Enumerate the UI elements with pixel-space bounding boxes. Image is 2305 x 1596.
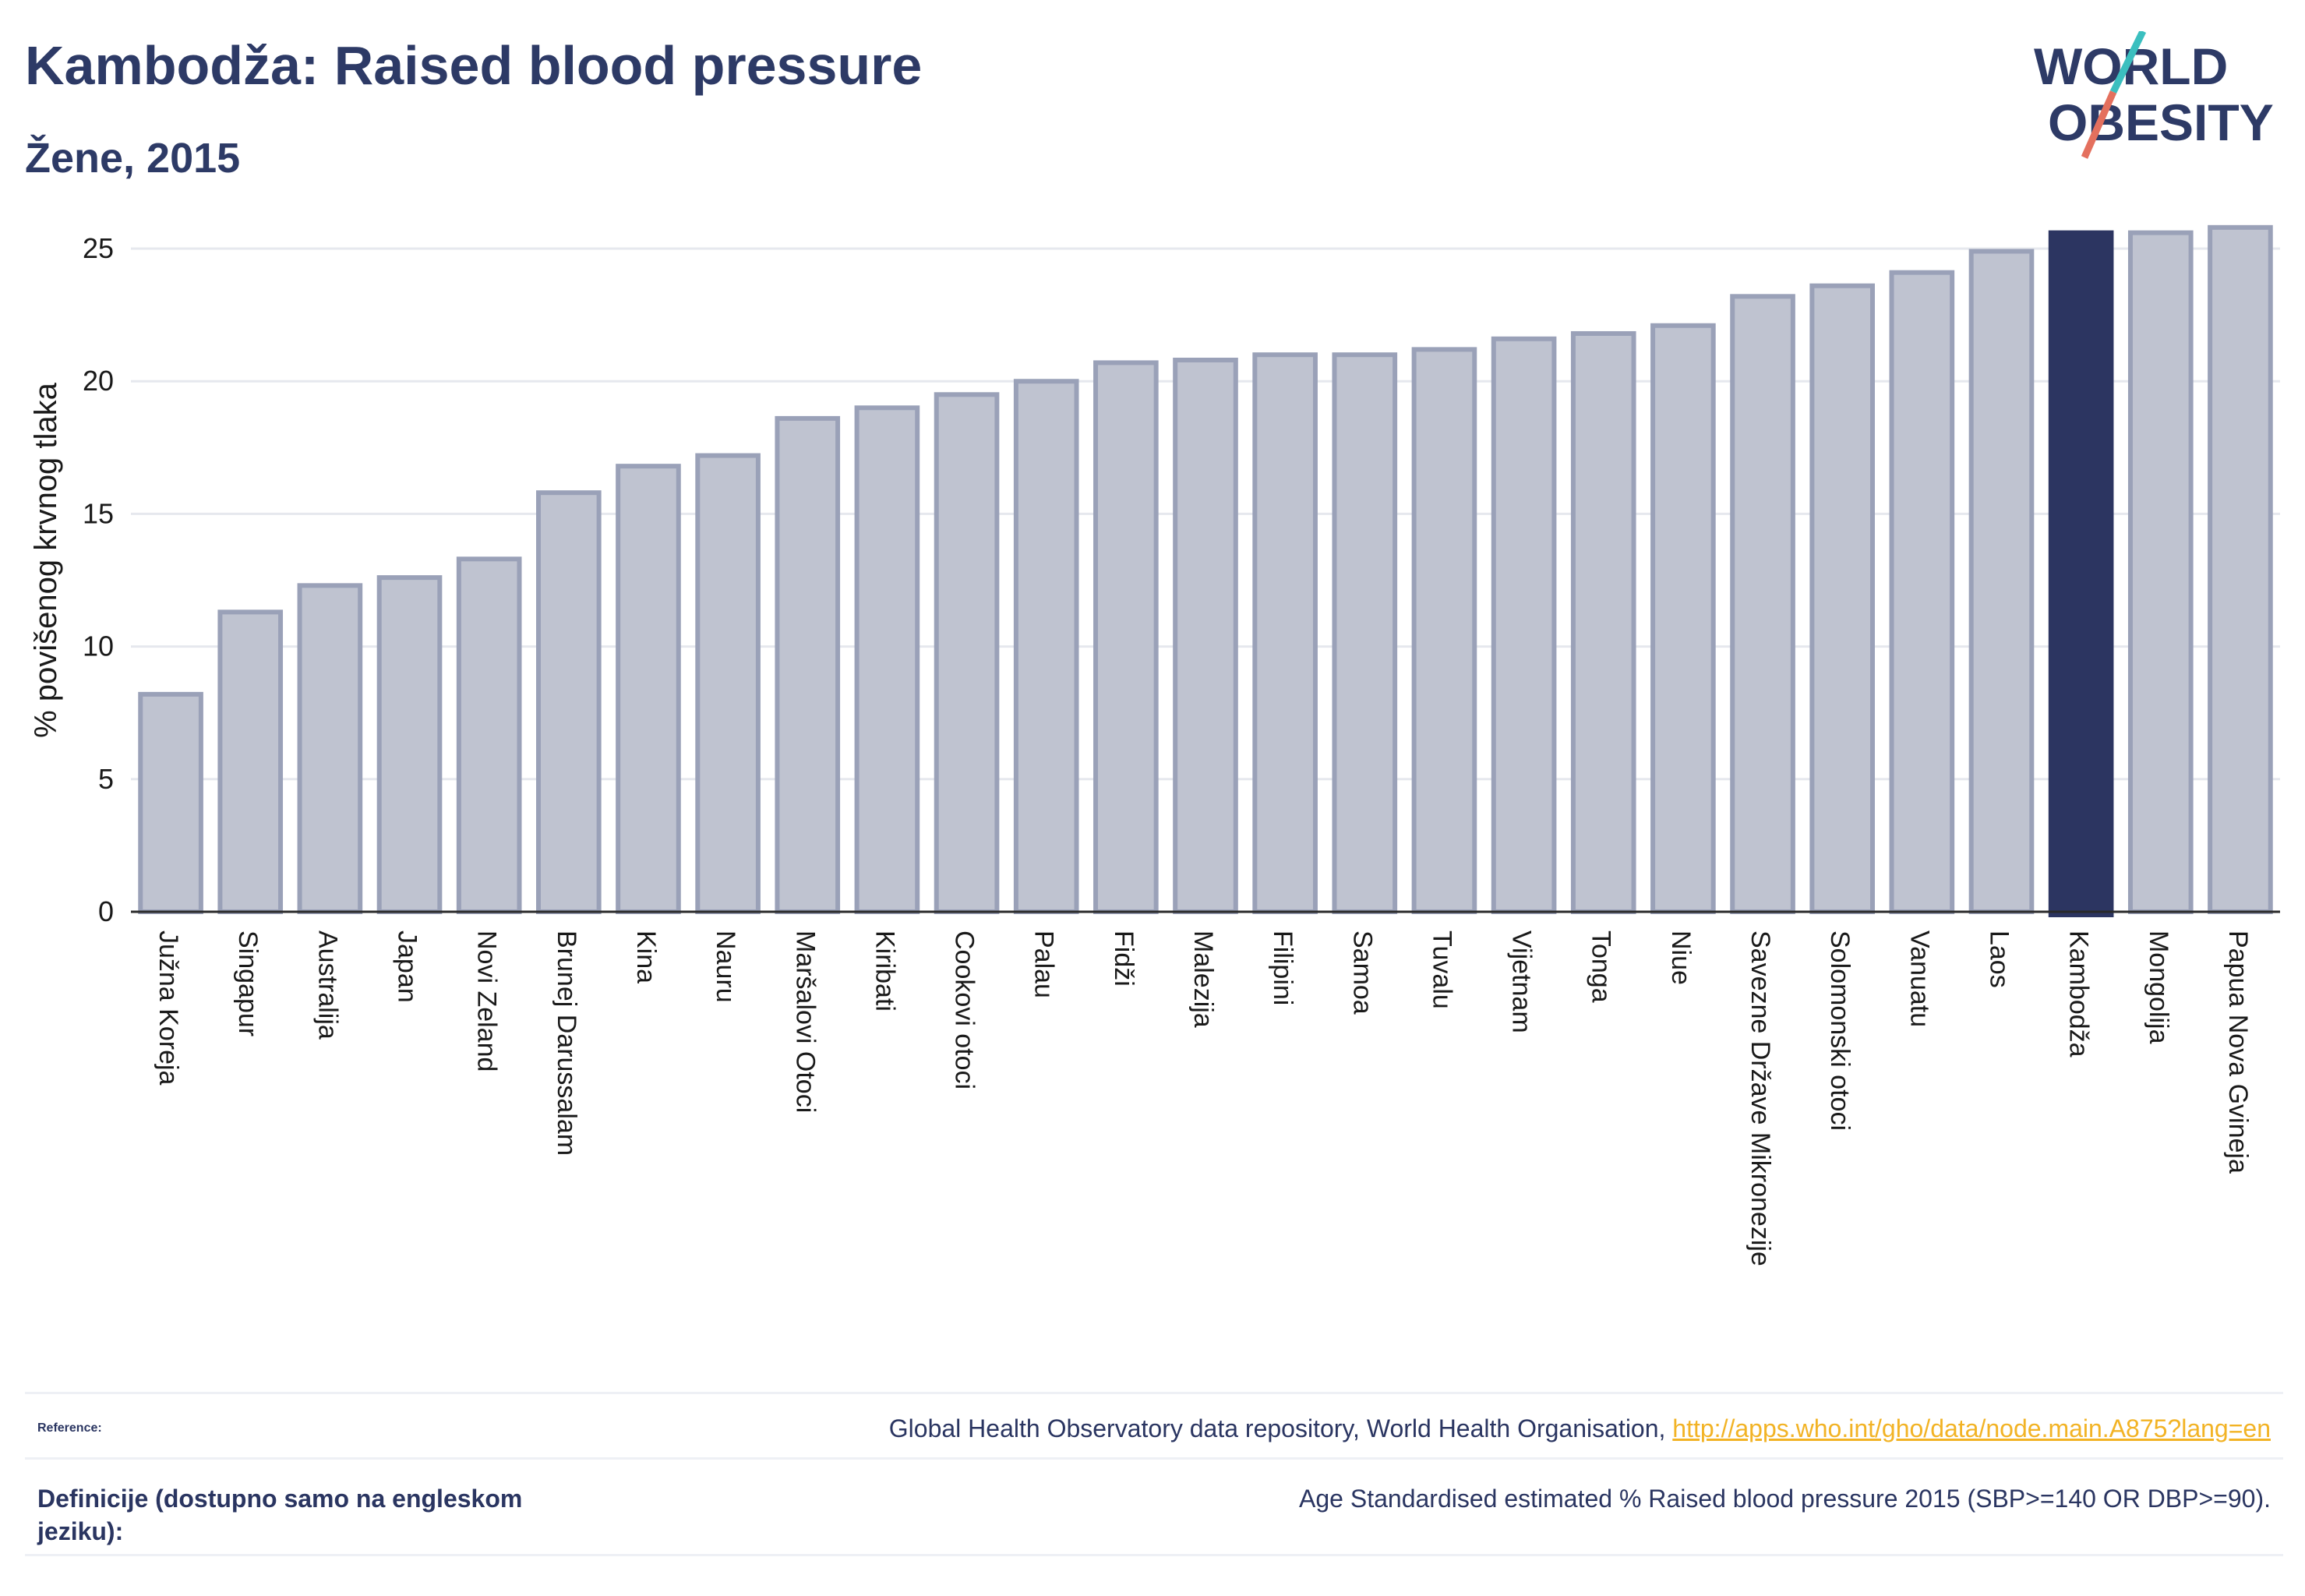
x-category-label: Solomonski otoci (1825, 930, 1855, 1131)
logo-slash-coral (2081, 90, 2117, 159)
bar-tonga[interactable] (1570, 330, 1636, 914)
y-tick-label: 5 (98, 763, 114, 795)
x-category-label: Palau (1029, 930, 1059, 998)
x-category-label: Tuvalu (1427, 930, 1456, 1009)
x-category-label: Malezija (1188, 930, 1218, 1028)
bar-brunej-darussalam[interactable] (535, 490, 602, 914)
y-tick-label: 20 (83, 365, 114, 397)
bar-niue[interactable] (1650, 323, 1716, 914)
logo-text-line2: OBESITY (2048, 94, 2274, 151)
bar-cookovi-otoci[interactable] (934, 392, 1000, 914)
bar-samoa[interactable] (1332, 352, 1398, 915)
reference-link[interactable]: http://apps.who.int/gho/data/node.main.A… (1672, 1414, 2271, 1442)
bar-papua-nova-gvineja[interactable] (2208, 224, 2273, 914)
definition-row: Definicije (dostupno samo na engleskom j… (25, 1460, 2283, 1554)
footer-divider-top (25, 1392, 2283, 1394)
x-category-label: Japan (393, 930, 422, 1003)
x-category-labels: Južna Koreja Singapur Australija Japan Novi … (154, 930, 2253, 1266)
bar-laos[interactable] (1968, 249, 2035, 914)
x-category-label: Singapur (233, 930, 263, 1036)
bar-novi-zeland[interactable] (456, 556, 522, 914)
x-category-label: Niue (1666, 930, 1696, 985)
chart-subtitle: Žene, 2015 (25, 135, 241, 182)
y-tick-label: 0 (98, 895, 114, 927)
x-category-label: Vanuatu (1904, 930, 1934, 1027)
bar-kina[interactable] (616, 464, 681, 914)
bars (138, 224, 2273, 917)
bar-singapur[interactable] (217, 609, 284, 914)
bar-tuvalu[interactable] (1411, 347, 1477, 914)
x-category-label: Fidži (1109, 930, 1138, 987)
bar-mongolija[interactable] (2127, 230, 2194, 914)
footer-divider-mid (25, 1457, 2283, 1460)
footer-divider-bottom (25, 1554, 2283, 1556)
x-category-label: Australija (312, 930, 342, 1040)
x-category-label: Južna Koreja (154, 930, 183, 1086)
bar-australija[interactable] (297, 583, 363, 915)
y-tick-label: 25 (83, 232, 114, 264)
y-tick-label: 15 (83, 497, 114, 529)
x-category-label: Laos (1984, 930, 2014, 988)
world-obesity-logo: WORLD OBESITY (2034, 31, 2274, 159)
bar-nauru[interactable] (695, 453, 761, 914)
x-category-label: Mongolija (2144, 930, 2173, 1044)
x-category-label: Novi Zeland (472, 930, 502, 1072)
x-category-label: Maršalovi Otoci (790, 930, 820, 1113)
x-category-label: Vijetnam (1507, 930, 1537, 1033)
logo-text-line1: WORLD (2034, 37, 2228, 95)
bar-vijetnam[interactable] (1491, 336, 1557, 914)
reference-value: Global Health Observatory data repositor… (889, 1412, 2271, 1445)
x-category-label: Savezne Države Mikronezije (1746, 930, 1775, 1266)
bar-kambodža[interactable] (2048, 230, 2114, 917)
x-category-label: Cookovi otoci (950, 930, 980, 1089)
bar-vanuatu[interactable] (1889, 270, 1955, 914)
bar-japan[interactable] (376, 575, 443, 914)
x-category-label: Kambodža (2064, 930, 2094, 1058)
bar-solomonski-otoci[interactable] (1809, 283, 1876, 915)
x-category-label: Brunej Darussalam (552, 930, 581, 1156)
x-category-label: Nauru (711, 930, 740, 1003)
bar-južna-koreja[interactable] (138, 691, 203, 914)
bar-fidži[interactable] (1093, 360, 1159, 914)
bar-maršalovi-otoci[interactable] (775, 415, 841, 914)
reference-label: Reference: (37, 1421, 102, 1435)
definition-value: Age Standardised estimated % Raised bloo… (1299, 1485, 2271, 1513)
logo-slash-teal (2109, 31, 2147, 94)
chart-title: Kambodža: Raised blood pressure (25, 35, 923, 96)
reference-text: Global Health Observatory data repositor… (888, 1414, 1673, 1442)
definition-label: Definicije (dostupno samo na engleskom j… (37, 1485, 523, 1545)
bar-palau[interactable] (1013, 379, 1079, 914)
y-tick-label: 10 (83, 630, 114, 662)
bar-savezne-države-mikronezije[interactable] (1730, 294, 1795, 914)
bar-chart: 0 5 10 15 20 25 Južna Koreja Singapur Australij… (29, 224, 2280, 1266)
x-category-label: Kiribati (870, 930, 899, 1012)
bar-filipini[interactable] (1252, 352, 1318, 915)
x-category-label: Samoa (1347, 930, 1377, 1015)
x-category-label: Filipini (1268, 930, 1297, 1005)
x-category-label: Papua Nova Gvineja (2223, 930, 2253, 1174)
reference-row: Reference: Global Health Observatory dat… (25, 1395, 2283, 1456)
bar-kiribati[interactable] (854, 405, 920, 914)
y-axis-label: % povišenog krvnog tlaka (29, 382, 63, 738)
y-tick-labels: 0 5 10 15 20 25 (83, 232, 114, 927)
x-category-label: Tonga (1587, 930, 1616, 1003)
bar-malezija[interactable] (1173, 358, 1238, 915)
x-category-label: Kina (631, 930, 661, 983)
